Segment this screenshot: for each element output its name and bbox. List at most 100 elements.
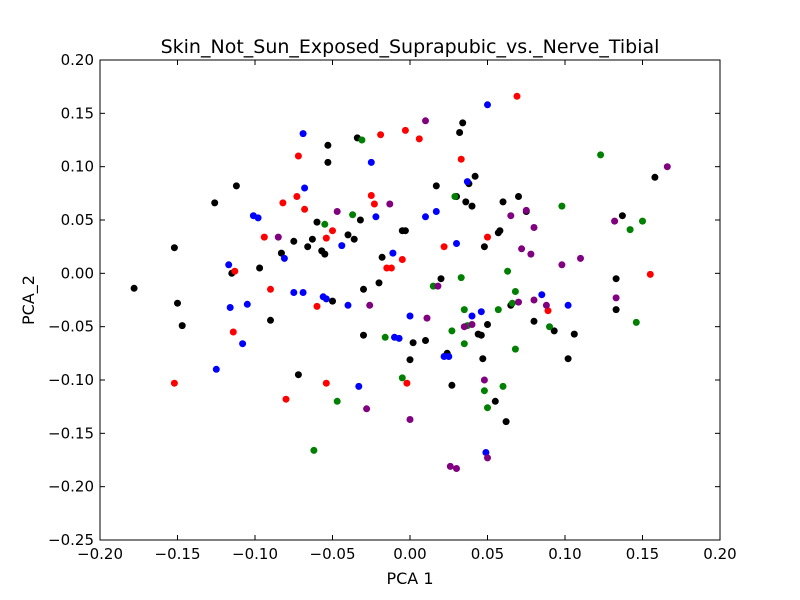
data-point	[401, 227, 409, 235]
data-point	[415, 135, 423, 143]
data-point	[301, 184, 309, 192]
data-point	[626, 226, 634, 234]
data-point	[280, 254, 288, 262]
data-point	[301, 205, 309, 213]
data-point	[333, 208, 341, 215]
data-point	[299, 130, 307, 138]
data-point	[366, 301, 374, 309]
data-point	[304, 243, 312, 251]
data-point	[313, 218, 321, 226]
data-point	[282, 395, 290, 403]
data-point	[377, 131, 385, 139]
y-tick-label: −0.05	[48, 318, 94, 336]
data-point	[612, 306, 620, 314]
data-point	[406, 416, 414, 423]
data-point	[423, 314, 431, 322]
data-point	[290, 289, 298, 296]
data-point	[496, 227, 504, 235]
data-point	[515, 193, 522, 200]
data-point	[468, 312, 476, 320]
data-point	[515, 298, 522, 306]
data-point	[511, 345, 519, 353]
data-point	[313, 302, 321, 310]
data-point	[558, 202, 566, 210]
x-tick-label: 0.05	[471, 545, 504, 563]
data-point	[308, 235, 316, 243]
data-point	[398, 374, 406, 382]
data-point	[225, 261, 233, 269]
data-point	[256, 264, 264, 272]
data-point	[432, 182, 440, 190]
data-point	[477, 308, 485, 316]
data-point	[367, 158, 375, 166]
data-point	[632, 318, 640, 326]
data-point	[422, 337, 429, 344]
data-point	[457, 155, 465, 163]
data-points	[130, 92, 671, 472]
data-point	[463, 178, 471, 186]
data-point	[456, 129, 464, 136]
x-tick-label: −0.05	[310, 545, 356, 563]
data-point	[544, 307, 552, 315]
data-point	[448, 327, 456, 335]
data-point	[597, 151, 605, 159]
data-point	[232, 182, 240, 190]
data-point	[494, 306, 502, 314]
data-point	[375, 279, 383, 287]
data-point	[460, 323, 468, 331]
data-point	[538, 291, 546, 299]
data-point	[356, 216, 364, 224]
x-tick-label: 0.15	[626, 545, 659, 563]
data-point	[170, 244, 178, 252]
data-point	[564, 301, 572, 309]
data-point	[618, 212, 626, 220]
y-axis-ticks: −0.25 −0.20 −0.15 −0.10 −0.05 0.00 0.05 0.10 0.1…	[48, 51, 720, 549]
data-point	[422, 213, 429, 221]
data-point	[468, 321, 476, 328]
data-point	[367, 192, 375, 199]
data-point	[484, 404, 491, 412]
data-point	[462, 198, 470, 206]
data-point	[453, 240, 460, 247]
data-point	[522, 206, 530, 214]
data-point	[518, 245, 526, 253]
data-point	[651, 173, 659, 181]
data-point	[484, 321, 491, 328]
y-tick-label: 0.00	[61, 264, 94, 282]
y-tick-label: 0.20	[61, 51, 94, 69]
x-tick-label: 0.20	[703, 545, 736, 563]
data-point	[344, 301, 352, 309]
data-point	[445, 353, 453, 360]
data-point	[321, 220, 329, 228]
data-point	[471, 172, 479, 180]
data-point	[663, 163, 671, 171]
data-point	[530, 224, 538, 231]
data-point	[370, 200, 378, 208]
data-point	[484, 454, 491, 462]
data-point	[646, 270, 654, 278]
data-point	[321, 250, 329, 258]
data-point	[130, 284, 138, 292]
y-axis-label: PCA_2	[19, 275, 39, 325]
data-point	[358, 136, 366, 144]
data-point	[558, 261, 566, 269]
plot-frame	[99, 59, 721, 541]
x-tick-label: −0.20	[77, 545, 123, 563]
x-axis-ticks: −0.20 −0.15 −0.10 −0.05 0.00 0.05 0.10 0.15 0.20	[77, 60, 737, 563]
data-point	[294, 152, 302, 160]
data-point	[174, 299, 181, 307]
data-point	[329, 227, 336, 235]
data-point	[386, 200, 394, 208]
data-point	[243, 300, 251, 308]
data-point	[398, 256, 406, 263]
y-tick-label: 0.15	[61, 104, 94, 122]
data-point	[344, 231, 352, 239]
data-point	[502, 418, 510, 426]
data-point	[290, 237, 298, 245]
data-point	[550, 327, 558, 335]
data-point	[338, 242, 346, 250]
data-point	[446, 462, 454, 470]
data-point	[333, 397, 341, 405]
data-point	[324, 141, 332, 149]
data-point	[527, 250, 535, 258]
